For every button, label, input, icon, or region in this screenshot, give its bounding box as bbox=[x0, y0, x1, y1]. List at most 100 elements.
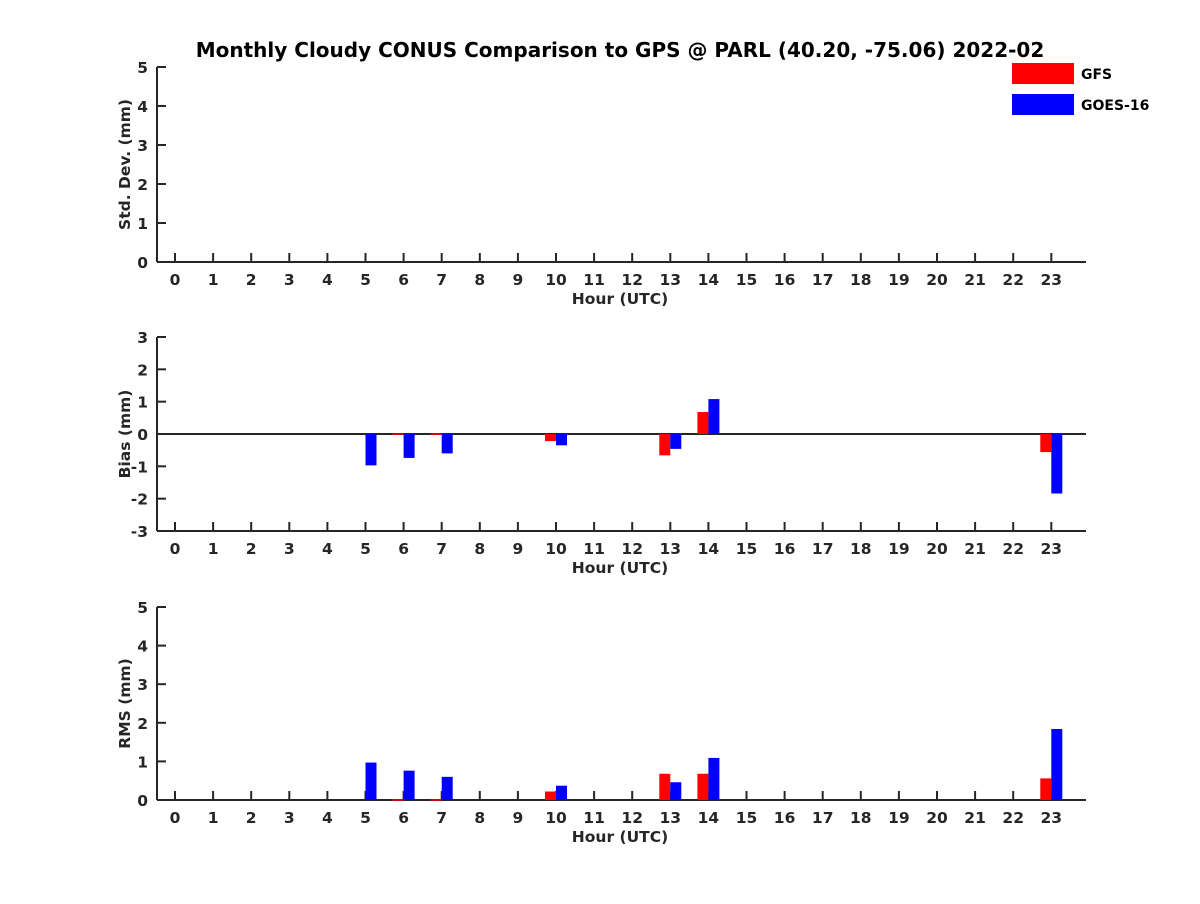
x-tick-label: 22 bbox=[1002, 271, 1024, 289]
x-tick-label: 8 bbox=[474, 809, 485, 827]
chart-title: Monthly Cloudy CONUS Comparison to GPS @… bbox=[196, 38, 1045, 62]
bar-goes-16 bbox=[441, 776, 453, 800]
x-tick-label: 4 bbox=[322, 809, 333, 827]
x-tick-label: 19 bbox=[888, 540, 910, 558]
bar-goes-16 bbox=[365, 434, 377, 466]
x-tick-label: 3 bbox=[284, 271, 295, 289]
x-tick-label: 3 bbox=[284, 809, 295, 827]
bar-gfs bbox=[697, 773, 709, 800]
x-tick-label: 23 bbox=[1041, 540, 1063, 558]
x-tick-label: 15 bbox=[736, 540, 758, 558]
x-tick-label: 15 bbox=[736, 809, 758, 827]
x-tick-label: 18 bbox=[850, 809, 872, 827]
x-tick-label: 0 bbox=[170, 809, 181, 827]
x-tick-label: 14 bbox=[698, 540, 720, 558]
x-tick-label: 1 bbox=[208, 271, 219, 289]
x-tick-label: 0 bbox=[170, 540, 181, 558]
x-tick-label: 10 bbox=[545, 540, 567, 558]
bar-gfs bbox=[697, 412, 709, 434]
y-tick-label: 3 bbox=[137, 137, 148, 155]
bar-goes-16 bbox=[1051, 728, 1063, 800]
bar-goes-16 bbox=[1051, 434, 1063, 494]
y-tick-label: 5 bbox=[137, 59, 148, 77]
x-tick-label: 11 bbox=[583, 271, 605, 289]
bar-gfs bbox=[659, 434, 671, 456]
x-tick-label: 5 bbox=[360, 809, 371, 827]
x-tick-label: 22 bbox=[1002, 540, 1024, 558]
y-tick-label: -1 bbox=[131, 458, 148, 476]
x-tick-label: 7 bbox=[436, 540, 447, 558]
x-tick-label: 6 bbox=[398, 809, 409, 827]
x-tick-label: 12 bbox=[621, 809, 643, 827]
bar-gfs bbox=[1040, 778, 1052, 800]
bar-goes-16 bbox=[670, 782, 682, 800]
bar-goes-16 bbox=[708, 757, 720, 800]
x-tick-label: 19 bbox=[888, 809, 910, 827]
y-tick-label: 4 bbox=[137, 638, 148, 656]
x-tick-label: 2 bbox=[246, 809, 257, 827]
y-tick-label: 3 bbox=[137, 676, 148, 694]
bar-gfs bbox=[430, 799, 442, 801]
bar-gfs bbox=[392, 433, 404, 435]
x-tick-label: 1 bbox=[208, 540, 219, 558]
x-tick-label: 12 bbox=[621, 540, 643, 558]
y-tick-label: 5 bbox=[137, 599, 148, 617]
x-tick-label: 16 bbox=[774, 540, 796, 558]
x-tick-label: 6 bbox=[398, 540, 409, 558]
y-tick-label: 1 bbox=[137, 753, 148, 771]
x-tick-label: 20 bbox=[926, 540, 948, 558]
bar-goes-16 bbox=[556, 434, 567, 446]
x-tick-label: 13 bbox=[660, 271, 682, 289]
x-axis-label: Hour (UTC) bbox=[572, 559, 668, 577]
legend: GFS GOES-16 bbox=[1012, 63, 1149, 115]
x-tick-label: 20 bbox=[926, 809, 948, 827]
x-tick-label: 22 bbox=[1002, 809, 1024, 827]
y-tick-label: -2 bbox=[131, 491, 148, 509]
x-tick-label: 17 bbox=[812, 809, 834, 827]
y-axis-label: Bias (mm) bbox=[116, 390, 134, 479]
x-tick-label: 14 bbox=[698, 271, 720, 289]
x-tick-label: 2 bbox=[246, 540, 257, 558]
x-axis-label: Hour (UTC) bbox=[572, 828, 668, 846]
bar-gfs bbox=[545, 791, 556, 800]
x-tick-label: 16 bbox=[774, 809, 796, 827]
x-tick-label: 0 bbox=[170, 271, 181, 289]
x-tick-label: 7 bbox=[436, 271, 447, 289]
x-tick-label: 7 bbox=[436, 809, 447, 827]
x-tick-label: 13 bbox=[660, 809, 682, 827]
x-tick-label: 23 bbox=[1041, 271, 1063, 289]
y-tick-label: 2 bbox=[137, 176, 148, 194]
legend-label: GFS bbox=[1081, 67, 1112, 83]
bar-goes-16 bbox=[556, 785, 567, 800]
x-tick-label: 21 bbox=[964, 540, 986, 558]
x-tick-label: 1 bbox=[208, 809, 219, 827]
x-tick-label: 9 bbox=[513, 271, 524, 289]
x-tick-label: 8 bbox=[474, 271, 485, 289]
y-tick-label: -3 bbox=[131, 523, 148, 541]
x-tick-label: 10 bbox=[545, 271, 567, 289]
x-tick-label: 11 bbox=[583, 809, 605, 827]
x-tick-label: 17 bbox=[812, 271, 834, 289]
x-tick-label: 21 bbox=[964, 271, 986, 289]
y-tick-label: 2 bbox=[137, 361, 148, 379]
bar-goes-16 bbox=[403, 770, 415, 800]
x-tick-label: 19 bbox=[888, 271, 910, 289]
x-tick-label: 3 bbox=[284, 540, 295, 558]
y-tick-label: 3 bbox=[137, 329, 148, 347]
x-tick-label: 4 bbox=[322, 540, 333, 558]
bar-gfs bbox=[545, 434, 556, 442]
bar-goes-16 bbox=[403, 434, 415, 458]
bar-gfs bbox=[430, 433, 442, 435]
bar-gfs bbox=[1040, 434, 1052, 453]
x-tick-label: 14 bbox=[698, 809, 720, 827]
y-axis-label: Std. Dev. (mm) bbox=[116, 99, 134, 230]
x-tick-label: 9 bbox=[513, 540, 524, 558]
legend-label: GOES-16 bbox=[1081, 98, 1149, 114]
y-tick-label: 1 bbox=[137, 394, 148, 412]
x-tick-label: 5 bbox=[360, 540, 371, 558]
